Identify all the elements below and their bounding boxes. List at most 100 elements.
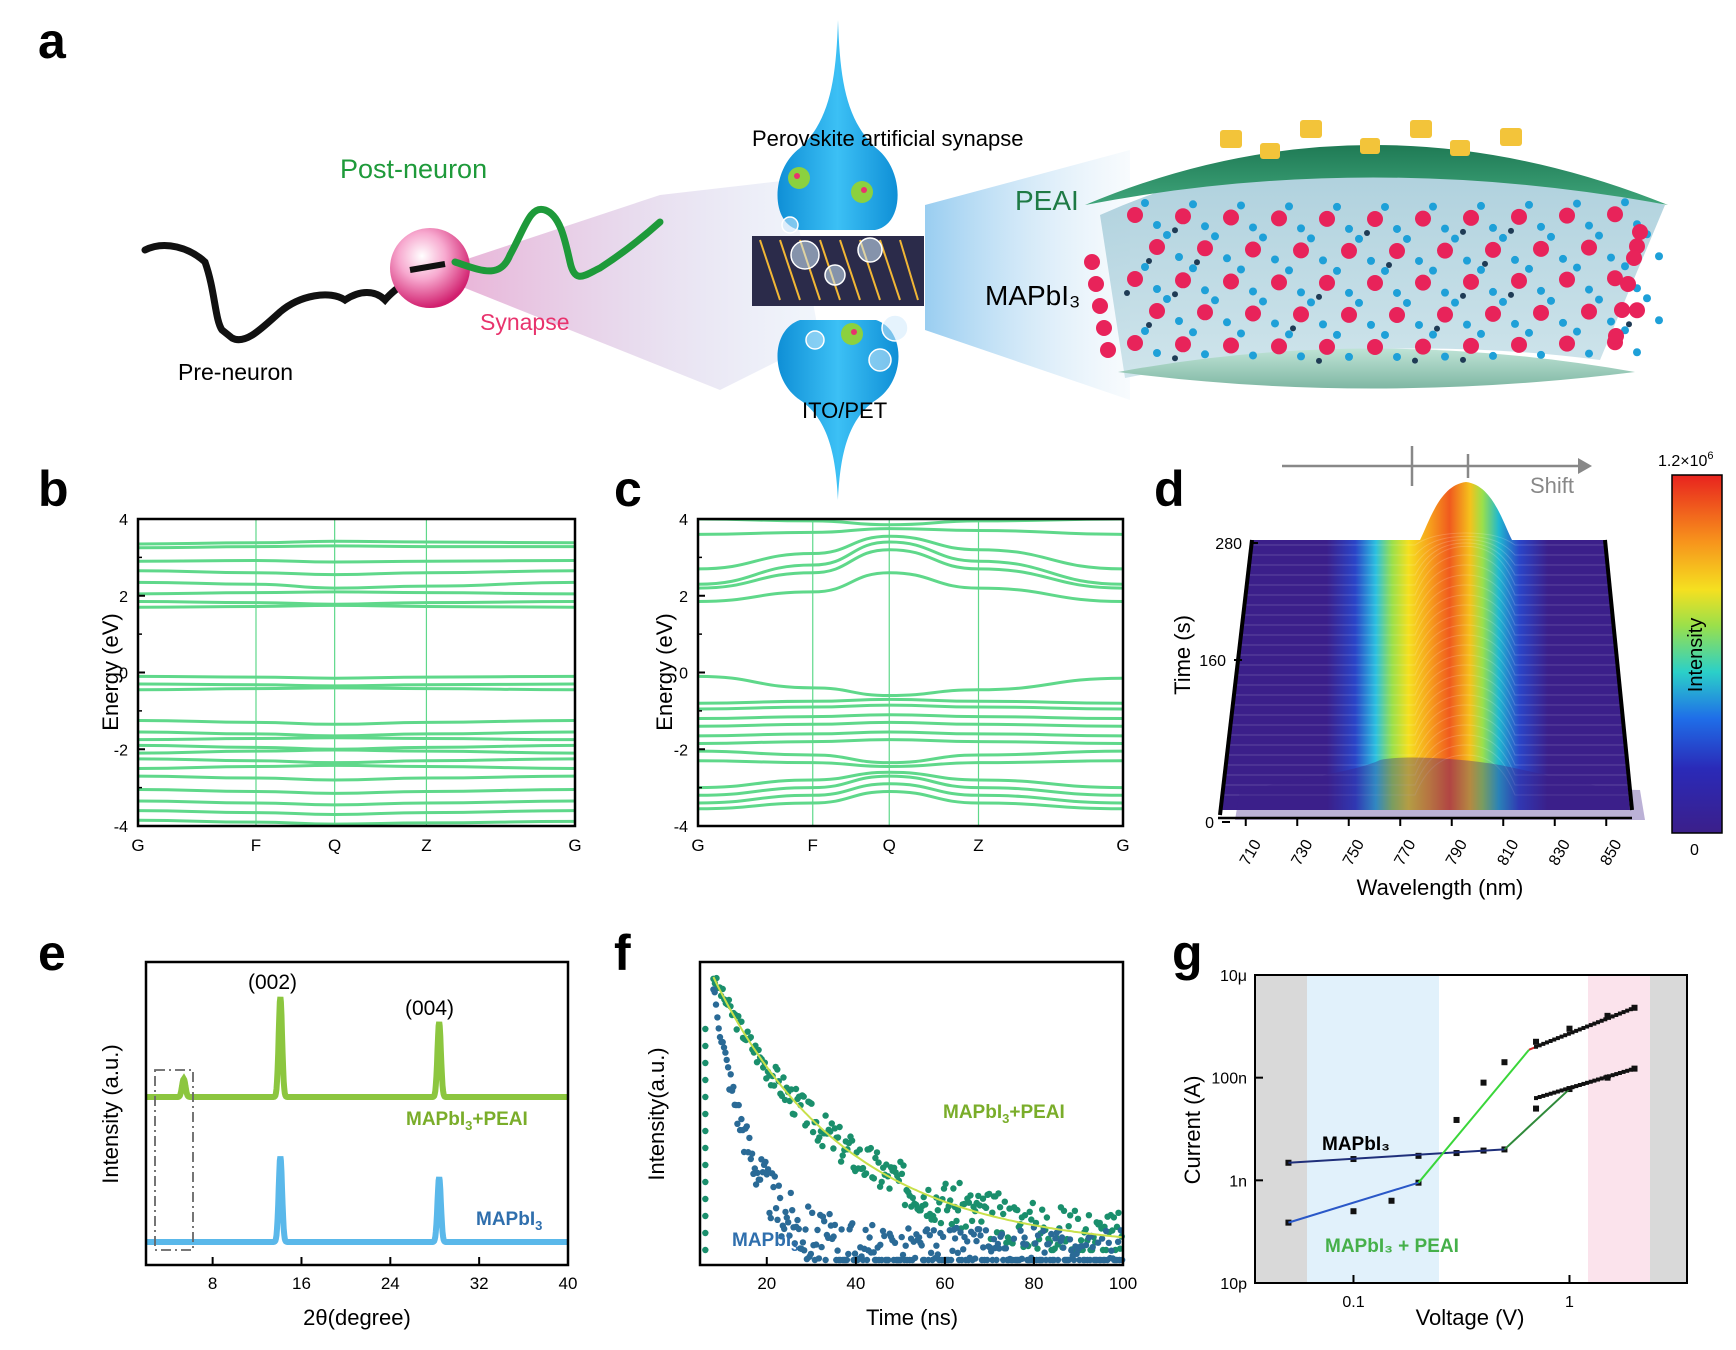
methylammonium-atom: [1485, 305, 1501, 322]
lead-atom: [1460, 228, 1466, 235]
spectrum-trace: [1223, 744, 1629, 786]
decay-point-mapbi3: [735, 1101, 742, 1109]
decay-point-peai: [1003, 1239, 1010, 1247]
decay-point-mapbi3: [877, 1241, 884, 1249]
iodide-atom: [1525, 200, 1533, 209]
iv-dense-point-mapbi3: [1599, 1076, 1604, 1081]
iv-point-peai: [1604, 1012, 1611, 1019]
decay-point-mapbi3: [720, 1044, 728, 1051]
iodide-atom: [1201, 286, 1209, 295]
iv-dense-point-peai: [1555, 1036, 1560, 1041]
iv-point-mapbi3: [1533, 1105, 1540, 1112]
decay-point-mapbi3: [822, 1256, 829, 1264]
band-line: [698, 697, 1123, 705]
xtick-label: 770: [1392, 837, 1420, 869]
decay-point-peai: [867, 1144, 874, 1152]
methylammonium-atom: [1197, 240, 1213, 257]
panel-g-ylabel: Current (A): [1180, 1076, 1205, 1185]
decay-point-peai: [900, 1162, 907, 1169]
lead-atom: [1412, 357, 1418, 364]
band-line: [698, 730, 1123, 738]
xtick-label: 1: [1565, 1294, 1574, 1311]
panel-f-frame: [698, 960, 1125, 1267]
decay-point-mapbi3: [957, 1229, 964, 1236]
ytick-label: 2: [679, 589, 688, 606]
decay-point-peai: [909, 1194, 916, 1202]
iodide-atom: [1237, 265, 1245, 274]
iv-point-peai: [1533, 1038, 1540, 1045]
decay-point-peai: [848, 1137, 856, 1144]
methylammonium-atom: [1559, 271, 1575, 288]
crystal-atoms: [1084, 198, 1663, 364]
band-line: [138, 736, 575, 742]
methylammonium-atom: [1271, 210, 1287, 227]
spectrum-trace: [1252, 532, 1605, 546]
decay-point-mapbi3: [821, 1218, 828, 1225]
iodide-atom: [1621, 262, 1629, 271]
decay-point-mapbi3: [1052, 1235, 1059, 1242]
iodide-atom: [1189, 328, 1197, 337]
spectrum-trace: [1247, 545, 1609, 586]
lead-atom: [1460, 356, 1466, 363]
decay-point-mapbi3: [802, 1226, 809, 1233]
panel-c-bands: [698, 519, 1123, 811]
iodide-atom: [1499, 233, 1507, 242]
band-line: [138, 757, 575, 765]
decay-point-mapbi3: [747, 1155, 754, 1163]
band-line: [138, 558, 575, 564]
methylammonium-atom: [1245, 305, 1261, 322]
methylammonium-atom: [1607, 206, 1623, 223]
spectrum-trace: [1234, 654, 1620, 696]
methylammonium-atom: [1511, 208, 1527, 225]
decay-point-peai: [1028, 1216, 1035, 1223]
xtick-label: 810: [1495, 837, 1523, 869]
methylammonium-atom: [1127, 271, 1143, 287]
decay-point-peai: [1110, 1214, 1118, 1221]
iodide-atom: [1595, 231, 1603, 240]
methylammonium-atom: [1415, 210, 1431, 227]
decay-point-mapbi3: [915, 1234, 923, 1241]
decay-point-mapbi3: [982, 1227, 990, 1234]
substrate-layer: [1118, 348, 1635, 389]
decay-point-mapbi3: [723, 1056, 730, 1064]
decay-point-mapbi3: [1098, 1235, 1106, 1242]
decay-point-peai: [901, 1201, 909, 1209]
iv-dense-point-peai: [1596, 1020, 1601, 1025]
decay-point-mapbi3: [771, 1173, 778, 1180]
post-neuron-dendrite: [451, 205, 664, 280]
methylammonium-atom: [1389, 306, 1405, 323]
ytick-label: 160: [1199, 653, 1226, 670]
decay-point-mapbi3: [1108, 1247, 1115, 1254]
decay-point-mapbi3: [767, 1214, 774, 1222]
decay-point-peai: [1065, 1223, 1072, 1230]
decay-point-mapbi3: [712, 1001, 720, 1008]
decay-point-mapbi3: [918, 1242, 925, 1249]
iodide-atom: [1201, 222, 1209, 231]
band-line: [138, 730, 575, 738]
decay-point-peai: [1029, 1199, 1037, 1207]
iodide-atom: [1333, 330, 1341, 339]
kpoint-label: G: [691, 836, 704, 855]
decay-point-peai: [968, 1217, 976, 1225]
ytick-label: 280: [1215, 536, 1242, 553]
decay-point-mapbi3: [898, 1233, 905, 1241]
decay-point-mapbi3: [1021, 1234, 1028, 1241]
xtick-label: 24: [381, 1274, 400, 1293]
spectrum-trace: [1248, 542, 1608, 576]
decay-point-mapbi3: [1089, 1243, 1096, 1251]
edge-atom-left: [1100, 342, 1116, 358]
iodide-atom: [1643, 294, 1651, 303]
iv-point-peai: [1566, 1025, 1573, 1032]
decay-point-mapbi3: [866, 1234, 873, 1241]
iv-dense-point-mapbi3: [1603, 1075, 1608, 1080]
iodide-atom: [1511, 255, 1519, 264]
series-peai-label: MAPbI3+PEAI: [406, 1109, 528, 1133]
band-line: [698, 703, 1123, 711]
band-line: [138, 603, 575, 609]
decay-point-peai: [803, 1120, 811, 1127]
iodide-atom: [1537, 350, 1545, 359]
decay-point-peai: [978, 1218, 985, 1225]
decay-point-mapbi3: [951, 1235, 959, 1242]
iv-dense-point-mapbi3: [1541, 1093, 1546, 1098]
decay-point-mapbi3: [754, 1169, 761, 1177]
